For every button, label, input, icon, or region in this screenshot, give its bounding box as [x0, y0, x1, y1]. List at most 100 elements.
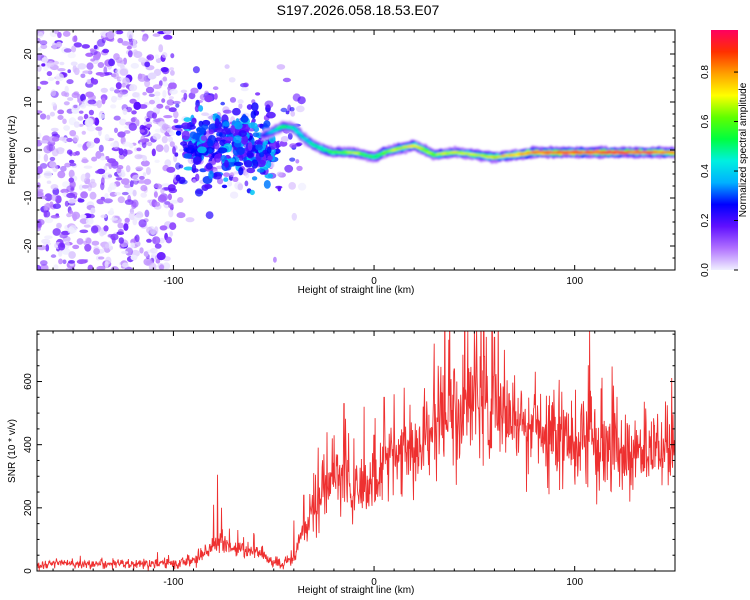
spectrogram-noise-blob [41, 63, 46, 67]
spectrogram-noise-blob [105, 163, 111, 167]
spectrogram-noise-blob [168, 136, 173, 143]
spectrogram-noise-blob [37, 32, 44, 38]
spectrogram-noise-blob [88, 109, 94, 116]
spectrogram-ridge-blob [292, 127, 299, 129]
spectrogram-ridge-blob [374, 154, 381, 156]
spectrogram-noise-blob [201, 112, 210, 116]
spectrogram-noise-blob [250, 110, 256, 119]
spectrogram-noise-blob [64, 200, 69, 207]
spectrogram-noise-blob [73, 91, 80, 96]
spectrogram-ridge-blob [433, 155, 440, 156]
spectrogram-noise-blob [161, 123, 169, 131]
spectrogram-noise-blob [83, 165, 93, 169]
spectrogram-ridge-blob [354, 151, 361, 153]
figure-title: S197.2026.058.18.53.E07 [277, 2, 440, 18]
spectrogram-noise-blob [280, 107, 288, 113]
spectrogram-noise-blob [160, 67, 169, 73]
spectrogram-noise-blob [101, 97, 106, 105]
spectrogram-noise-blob [139, 129, 145, 133]
spectrogram-noise-blob [87, 99, 97, 105]
spectrogram-noise-blob [213, 153, 222, 163]
spectrogram-noise-blob [77, 116, 84, 121]
spectrogram-noise-blob [132, 174, 141, 181]
x-tick-label: -100 [163, 276, 183, 287]
spectrogram-noise-blob [80, 173, 87, 182]
spectrogram-noise-blob [86, 141, 95, 149]
spectrogram-noise-blob [129, 98, 137, 104]
spectrogram-noise-blob [149, 99, 155, 105]
spectrogram-noise-blob [243, 82, 249, 88]
spectrogram-noise-blob [125, 247, 134, 256]
spectrogram-noise-blob [175, 162, 181, 170]
spectrogram-noise-blob [159, 264, 165, 270]
spectrogram-noise-blob [75, 151, 80, 156]
spectrogram-noise-blob [100, 182, 105, 191]
spectrogram-noise-blob [194, 188, 204, 197]
spectrogram-noise-blob [163, 115, 173, 119]
spectrogram-noise-blob [285, 110, 290, 115]
spectrogram-noise-blob [195, 173, 200, 182]
spectrogram-noise-blob [134, 234, 140, 243]
spectrogram-noise-blob [216, 165, 223, 170]
spectrogram-ridge-blob [425, 150, 431, 152]
spectrogram-noise-blob [132, 92, 140, 98]
spectrogram-ridge-blob [303, 137, 310, 139]
spectrogram-noise-blob [247, 141, 253, 151]
spectrogram-noise-blob [37, 191, 44, 199]
spectrogram-noise-blob [223, 109, 232, 114]
spectrogram-noise-blob [146, 110, 155, 119]
x-tick-label: 0 [371, 577, 377, 588]
spectrogram-ridge-blob [626, 150, 633, 152]
spectrogram-noise-blob [37, 264, 42, 270]
spectrogram-noise-blob [78, 184, 84, 191]
spectrogram-noise-blob [193, 156, 202, 165]
spectrogram-noise-blob [40, 113, 47, 120]
spectrogram-noise-blob [81, 184, 89, 189]
spectrogram-noise-blob [59, 61, 65, 66]
spectrogram-ridge-blob [275, 129, 282, 130]
spectrogram-ridge-blob [472, 154, 478, 155]
y-tick-label: 10 [23, 96, 34, 108]
spectrogram-noise-blob [248, 122, 258, 129]
spectrogram-noise-blob [127, 50, 133, 58]
spectrogram-noise-blob [109, 207, 114, 214]
spectrogram-noise-blob [121, 82, 126, 88]
spectrogram-noise-blob [287, 132, 293, 140]
spectrogram-noise-blob [204, 183, 211, 189]
spectrogram-noise-blob [251, 102, 259, 112]
spectrogram-noise-blob [152, 84, 162, 90]
spectrogram-noise-blob [214, 93, 218, 100]
spectrogram-noise-blob [63, 125, 70, 131]
spectrogram-noise-blob [81, 99, 90, 107]
x-tick-label: 0 [371, 276, 377, 287]
spectrogram-noise-blob [116, 167, 122, 174]
spectrogram-noise-blob [181, 130, 190, 141]
spectrogram-noise-blob [49, 156, 56, 162]
spectrogram-noise-blob [224, 159, 229, 168]
spectrogram-noise-blob [132, 39, 137, 48]
spectrogram-noise-blob [255, 92, 261, 96]
spectrogram-noise-blob [192, 178, 197, 184]
spectrogram-noise-blob [167, 193, 172, 201]
spectrogram-noise-blob [101, 241, 110, 250]
spectrogram-noise-blob [117, 37, 124, 44]
spectrogram-ridge-blob [302, 138, 309, 140]
spectrogram-noise-blob [58, 258, 63, 265]
spectrogram-noise-blob [228, 77, 236, 83]
spectrogram-noise-blob [164, 105, 170, 110]
spectrogram-noise-blob [252, 132, 260, 138]
spectrogram-noise-blob [111, 146, 121, 152]
spectrogram-noise-blob [83, 224, 91, 228]
spectrogram-noise-blob [187, 140, 194, 151]
spectrogram-noise-blob [121, 191, 129, 196]
spectrogram-noise-blob [76, 259, 86, 265]
spectrogram-noise-blob [70, 61, 78, 66]
spectrogram-noise-blob [240, 135, 249, 145]
spectrogram-noise-blob [77, 197, 83, 203]
spectrogram-noise-blob [55, 195, 62, 204]
spectrogram-noise-blob [154, 201, 161, 207]
spectrogram-noise-blob [125, 165, 131, 173]
spectrogram-noise-blob [233, 135, 242, 144]
spectrogram-noise-blob [152, 236, 161, 245]
